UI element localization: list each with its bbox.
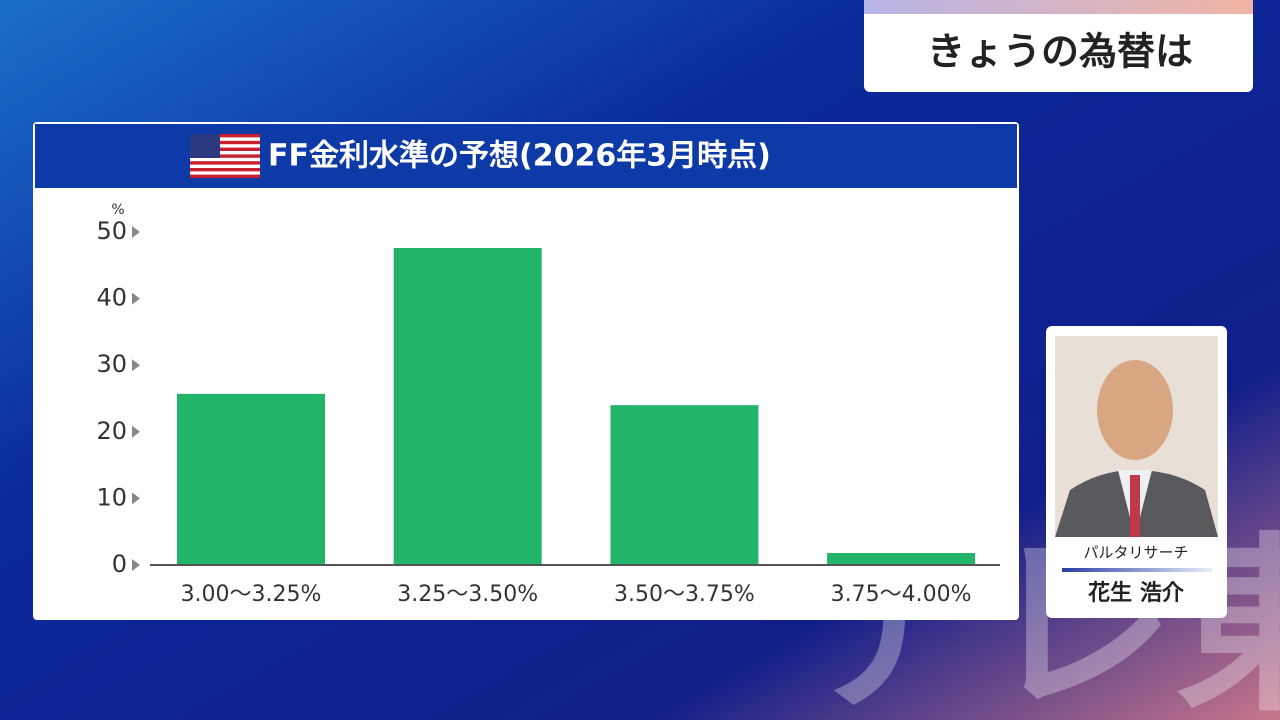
header-box bbox=[864, 0, 1253, 92]
y-tick-mark bbox=[132, 292, 140, 305]
x-tick-label: 3.50〜3.75% bbox=[614, 582, 755, 607]
y-tick-mark bbox=[132, 425, 140, 438]
header-strip bbox=[864, 0, 1253, 14]
bar bbox=[610, 405, 759, 565]
plot: 0 10 20 30 40 50 3.00〜3.25% 3.25〜3.50% 3.50〜3.75… bbox=[96, 217, 976, 607]
unit-label: % bbox=[111, 202, 124, 218]
presenter-affiliation: パルタリサーチ bbox=[1083, 544, 1188, 562]
y-tick-label: 20 bbox=[96, 417, 127, 445]
presenter-photo bbox=[1055, 336, 1218, 537]
presenter-rule bbox=[1062, 568, 1212, 572]
x-tick-label: 3.25〜3.50% bbox=[397, 582, 538, 607]
y-tick-mark bbox=[132, 559, 140, 571]
y-tick-mark bbox=[132, 492, 140, 505]
x-tick-label: 3.00〜3.25% bbox=[181, 582, 322, 607]
chart-title: FF金利水準の予想(2026年3月時点) bbox=[268, 139, 771, 174]
y-tick-label: 40 bbox=[96, 284, 127, 312]
y-tick-mark bbox=[132, 226, 140, 238]
y-tick-label: 0 bbox=[112, 550, 127, 578]
y-tick-label: 30 bbox=[96, 350, 127, 378]
header-title: きょうの為替は bbox=[927, 30, 1193, 74]
y-tick-mark bbox=[132, 359, 140, 372]
presenter-name: 花生 浩介 bbox=[1087, 580, 1184, 606]
y-tick-label: 10 bbox=[96, 483, 127, 511]
x-tick-label: 3.75〜4.00% bbox=[831, 582, 972, 607]
bar bbox=[827, 553, 976, 565]
y-tick-label: 50 bbox=[96, 217, 127, 245]
bar bbox=[177, 393, 325, 565]
bar bbox=[393, 247, 542, 565]
us-flag bbox=[190, 134, 260, 178]
